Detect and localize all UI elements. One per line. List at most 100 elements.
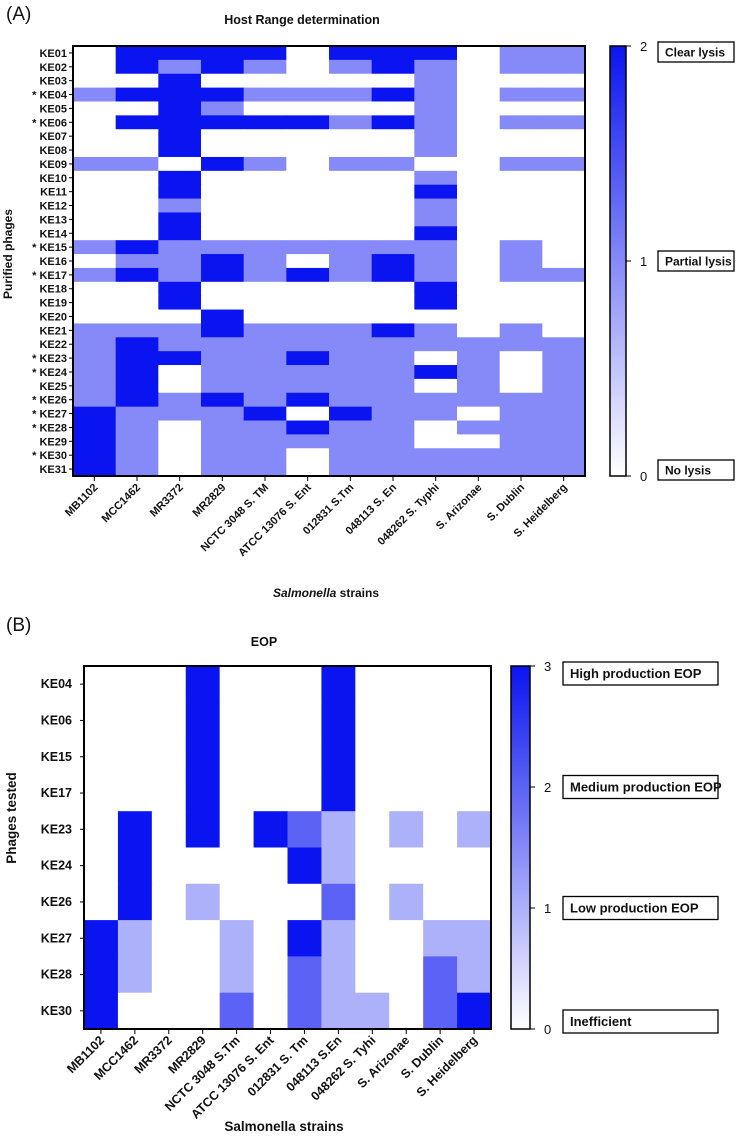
panel-a-cell bbox=[542, 378, 586, 394]
panel-a-cell bbox=[457, 295, 501, 311]
panel-a-cell bbox=[243, 59, 287, 75]
y-tick-label: KE20 bbox=[39, 311, 67, 323]
panel-a-cell bbox=[329, 420, 373, 435]
panel-a-cells bbox=[73, 46, 586, 477]
panel-a-cell bbox=[201, 337, 245, 352]
colorbar-gradient bbox=[510, 665, 531, 1030]
panel-b-cell bbox=[423, 956, 458, 994]
panel-a-cell bbox=[286, 406, 330, 422]
panel-a-cell bbox=[329, 73, 373, 89]
panel-a-cell bbox=[201, 448, 245, 463]
panel-a-cell bbox=[73, 351, 117, 366]
panel-a-cell bbox=[542, 143, 586, 158]
panel-a-cell bbox=[73, 101, 117, 116]
panel-a-cell bbox=[371, 337, 415, 352]
colorbar-label-box bbox=[562, 661, 719, 686]
panel-a-cell bbox=[201, 434, 245, 449]
panel-a-cell bbox=[201, 101, 245, 116]
panel-a-cell bbox=[499, 115, 543, 130]
panel-b-cell bbox=[321, 811, 356, 849]
panel-a-cell bbox=[542, 87, 586, 103]
panel-b-cell bbox=[321, 883, 356, 921]
panel-b-cell bbox=[117, 847, 153, 885]
panel-b-cell bbox=[84, 811, 119, 849]
y-tick-label: KE12 bbox=[39, 201, 67, 213]
panel-a-cell bbox=[329, 101, 373, 116]
panel-b-cell bbox=[117, 956, 153, 994]
panel-b-cell bbox=[219, 920, 255, 957]
y-tick-label: KE27 bbox=[41, 931, 72, 945]
panel-b-cell bbox=[321, 847, 356, 885]
panel-b-cell bbox=[219, 811, 255, 849]
panel-a-cell bbox=[542, 295, 586, 311]
panel-b-cell bbox=[151, 956, 187, 994]
y-tick-label: KE28 bbox=[41, 968, 72, 982]
panel-a-cell bbox=[115, 156, 159, 172]
y-tick-label: KE23 bbox=[41, 822, 72, 836]
panel-a-cell bbox=[414, 198, 458, 214]
panel-b-cell bbox=[117, 738, 153, 776]
panel-a-cell bbox=[201, 351, 245, 366]
panel-a-cell bbox=[158, 198, 202, 214]
panel-b-cell bbox=[117, 992, 153, 1030]
panel-b-y-axis-title: Phages tested bbox=[4, 772, 19, 864]
panel-a-cell bbox=[414, 365, 458, 380]
panel-a-cell bbox=[73, 143, 117, 158]
x-tick-label: MR2829 bbox=[191, 482, 229, 520]
panel-b-cell bbox=[423, 738, 458, 776]
panel-b-cell bbox=[151, 774, 187, 812]
panel-a-cell bbox=[73, 406, 117, 422]
panel-a-cell bbox=[414, 462, 458, 477]
panel-a-cell bbox=[414, 184, 458, 200]
panel-a-cell bbox=[201, 281, 245, 297]
panel-b-cell bbox=[389, 992, 424, 1030]
panel-a-cell bbox=[115, 46, 159, 61]
panel-b-cell bbox=[84, 774, 119, 812]
panel-a-cell bbox=[115, 87, 159, 103]
panel-a-cell bbox=[243, 101, 287, 116]
panel-b-cell bbox=[253, 738, 289, 776]
panel-a-cell bbox=[542, 365, 586, 380]
panel-a-cell bbox=[414, 406, 458, 422]
panel-a-cell bbox=[457, 267, 501, 283]
panel-a-cell bbox=[243, 281, 287, 297]
panel-b-cell bbox=[117, 811, 153, 849]
panel-a-cell bbox=[457, 434, 501, 449]
panel-a-cell bbox=[115, 73, 159, 89]
panel-a-cell bbox=[73, 462, 117, 477]
panel-a-cell bbox=[158, 143, 202, 158]
panel-a-cell bbox=[201, 295, 245, 311]
panel-a-cell bbox=[115, 392, 159, 408]
panel-b-cell bbox=[219, 847, 255, 885]
panel-b-cell bbox=[117, 666, 153, 703]
panel-a-cell bbox=[286, 254, 330, 269]
colorbar-category-label: Partial lysis bbox=[665, 255, 732, 269]
panel-a-cell bbox=[414, 337, 458, 352]
panel-a-cell bbox=[158, 365, 202, 380]
colorbar-tick-label: 0 bbox=[544, 1022, 551, 1037]
panel-a-cell bbox=[414, 295, 458, 311]
panel-a-cell bbox=[158, 337, 202, 352]
panel-b-cell bbox=[151, 847, 187, 885]
panel-a-cell bbox=[499, 295, 543, 311]
panel-a-cell bbox=[286, 156, 330, 172]
panel-a-cell bbox=[286, 184, 330, 200]
y-tick-label: * KE24 bbox=[32, 367, 68, 379]
panel-a-cell bbox=[73, 267, 117, 283]
panel-a-cell bbox=[499, 87, 543, 103]
panel-a-cell bbox=[329, 143, 373, 158]
panel-b-cell bbox=[151, 811, 187, 849]
panel-b-cell bbox=[117, 702, 153, 740]
panel-a-cell bbox=[414, 420, 458, 435]
panel-a-cell bbox=[73, 170, 117, 186]
panel-a-x-axis-title: Salmonella strains bbox=[273, 586, 379, 600]
y-tick-label: * KE23 bbox=[32, 353, 67, 365]
y-tick-label: KE31 bbox=[39, 464, 67, 476]
x-tick-label: ATCC 13076 S. Ent bbox=[236, 481, 314, 559]
panel-a-x-axis-title-italic: Salmonella bbox=[273, 586, 337, 600]
y-tick-label: KE15 bbox=[41, 750, 72, 764]
panel-a-colorbar: 0 No lysis 1 Partial lysis 2 Clear lysis bbox=[609, 39, 735, 484]
panel-a-cell bbox=[499, 226, 543, 241]
